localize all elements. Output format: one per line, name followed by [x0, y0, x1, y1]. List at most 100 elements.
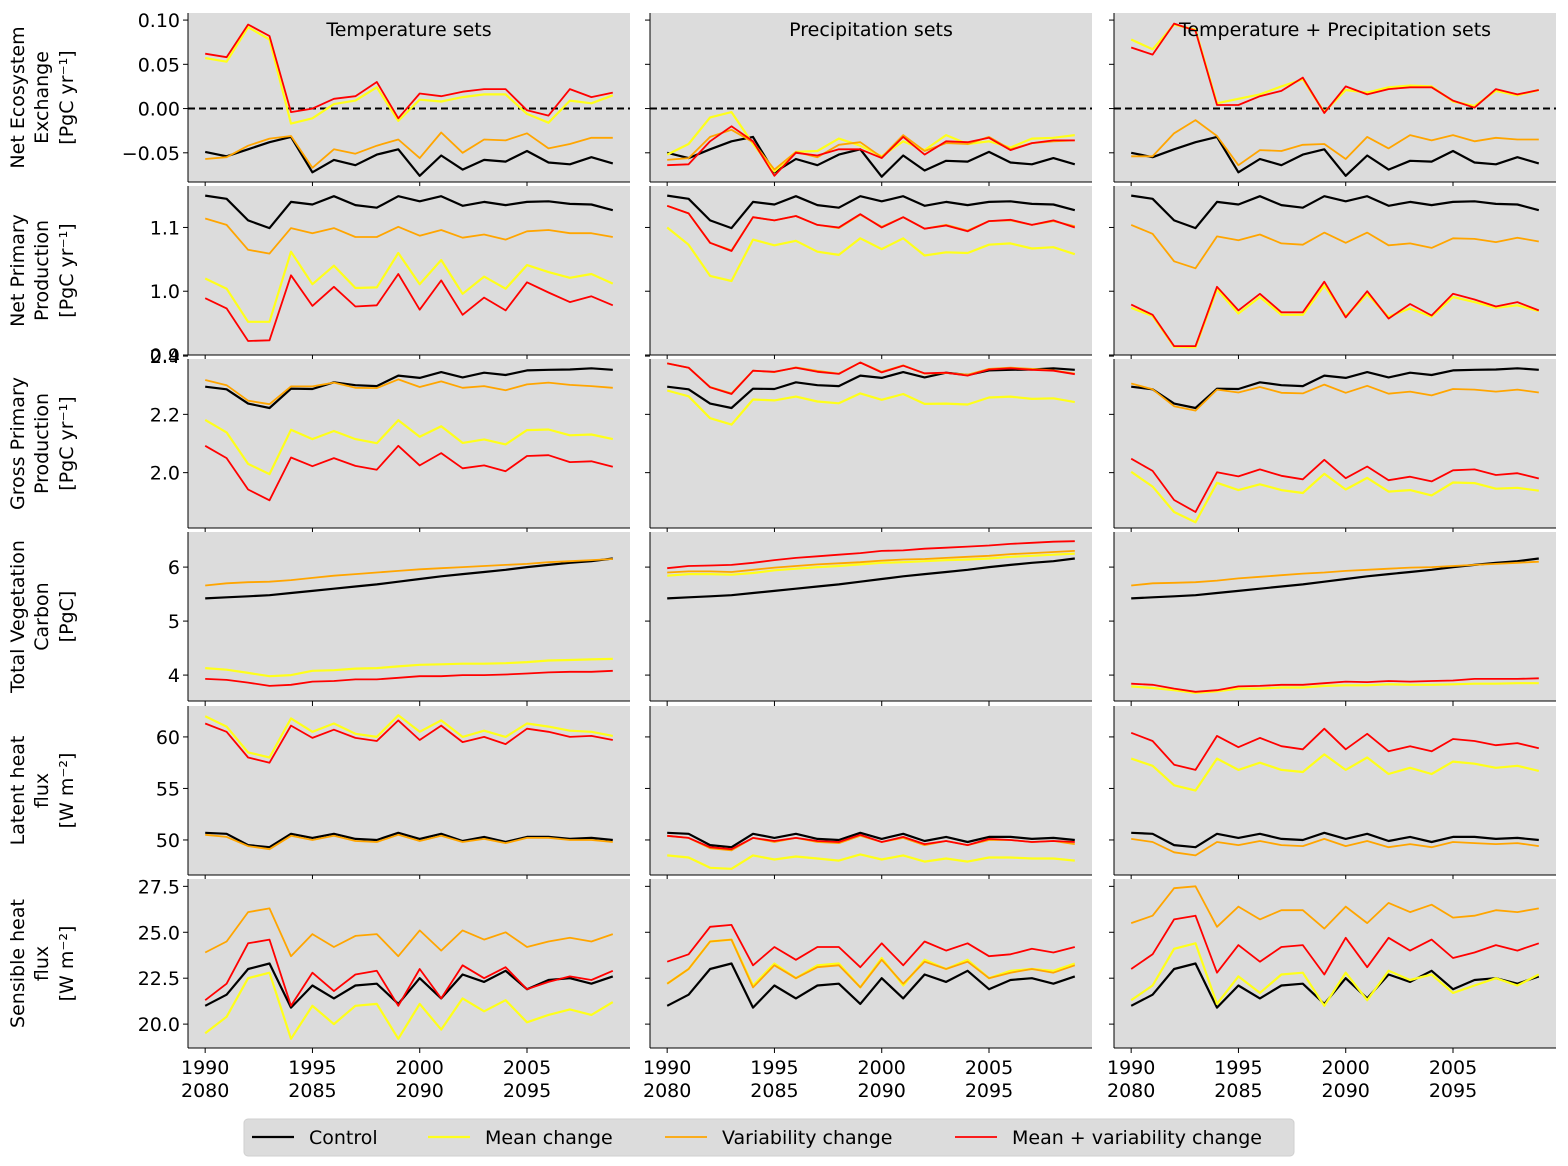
- series-lines: [205, 557, 613, 687]
- series-mean: [666, 389, 1075, 426]
- panel-r4-c3: [1109, 532, 1556, 706]
- series-control: [204, 135, 614, 177]
- x-tick-label-1: 1990: [643, 1057, 691, 1079]
- series-both: [667, 125, 1075, 177]
- panel-background: [1114, 359, 1556, 528]
- series-mean: [1130, 942, 1540, 1007]
- series-both: [205, 23, 613, 120]
- x-tick-label-2: 2095: [965, 1080, 1013, 1102]
- series-mean: [205, 26, 614, 125]
- series-control: [205, 194, 614, 230]
- series-lines: [1130, 22, 1540, 177]
- row-ylabel-line: Sensible heat: [7, 899, 29, 1028]
- panel-background: [650, 359, 1092, 528]
- legend-label: Variability change: [722, 1127, 892, 1149]
- row-ylabel-line: [PgC]: [56, 591, 78, 643]
- legend-item-control: Control: [252, 1127, 378, 1149]
- legend-label: Control: [309, 1127, 378, 1149]
- series-variability: [1131, 838, 1539, 857]
- series-lines: [204, 23, 614, 177]
- legend-item-both: Mean + variability change: [955, 1127, 1262, 1149]
- y-tick-label: 2.4: [150, 346, 180, 368]
- row-ylabel-line: [W m⁻²]: [56, 926, 78, 1002]
- row-ylabel-line: Gross Primary: [7, 377, 29, 510]
- series-mean: [204, 418, 614, 476]
- series-variability: [204, 378, 613, 406]
- panel-background: [188, 532, 630, 701]
- column-title: Precipitation sets: [789, 19, 953, 41]
- row-ylabel-line: flux: [31, 946, 53, 981]
- series-control: [205, 557, 613, 600]
- series-variability: [1130, 382, 1539, 412]
- row-ylabel-line: flux: [31, 773, 53, 808]
- row-ylabel-line: Net Ecosystem: [7, 26, 29, 168]
- panel-r2-c2: [645, 186, 1092, 360]
- column-title: Temperature + Precipitation sets: [1178, 19, 1491, 41]
- series-control: [1131, 194, 1540, 230]
- panel-r4-c1: 6 5 4: [168, 532, 630, 706]
- series-control: [667, 831, 1075, 849]
- panel-background: [188, 13, 630, 182]
- panel-background: [1114, 13, 1556, 182]
- series-control: [667, 557, 1075, 600]
- legend-item-variability: Variability change: [665, 1127, 892, 1149]
- series-mean: [204, 714, 614, 759]
- panel-r1-c1: 0.10 0.05 0.00 −0.05 Temperature sets: [122, 10, 630, 187]
- legend: Control Mean change Variability change Mean…: [243, 1118, 1295, 1157]
- x-tick-label-2: 2080: [1107, 1080, 1155, 1102]
- x-tick-label-1: 1995: [750, 1057, 798, 1079]
- panel-r1-c2: Precipitation sets: [645, 13, 1092, 187]
- row-ylabel-line: Production: [31, 220, 53, 321]
- x-tick-label-2: 2095: [503, 1080, 551, 1102]
- series-mean: [1130, 753, 1540, 792]
- row-ylabel-line: Latent heat: [7, 736, 29, 846]
- series-control: [1130, 135, 1540, 177]
- series-lines: [666, 110, 1076, 178]
- y-tick-label: 25.0: [138, 922, 180, 944]
- panel-r3-c3: [1109, 355, 1556, 533]
- legend-item-mean: Mean change: [428, 1127, 613, 1149]
- x-tick-label-1: 2005: [965, 1057, 1013, 1079]
- row-ylabel-line: Production: [31, 393, 53, 494]
- series-variability: [666, 938, 1076, 989]
- y-tick-label: 1.1: [150, 217, 180, 239]
- series-mean: [204, 971, 614, 1040]
- row-ylabel-line: [PgC yr⁻¹]: [56, 223, 78, 317]
- x-tick-label-2: 2095: [1429, 1080, 1477, 1102]
- panel-r1-c3: Temperature + Precipitation sets: [1109, 13, 1556, 187]
- series-variability: [204, 217, 613, 255]
- x-tick-label-2: 2085: [750, 1080, 798, 1102]
- series-variability: [1130, 885, 1539, 930]
- row-ylabel-line: Exchange: [31, 51, 53, 144]
- y-tick-label: 0.00: [138, 99, 180, 121]
- row-ylabel-line: [W m⁻²]: [56, 753, 78, 829]
- series-both: [1130, 457, 1540, 513]
- series-mean: [204, 250, 614, 323]
- series-both: [204, 938, 614, 1007]
- y-tick-label: 20.0: [138, 1014, 180, 1036]
- legend-label: Mean change: [485, 1127, 613, 1149]
- x-tick-label-1: 2005: [1429, 1057, 1477, 1079]
- series-both: [1131, 677, 1539, 693]
- series-variability: [1131, 560, 1539, 587]
- row-ylabel-line: Carbon: [31, 582, 53, 650]
- series-both: [666, 924, 1076, 969]
- row-ylabel-line: [PgC yr⁻¹]: [56, 50, 78, 144]
- series-lines: [666, 361, 1075, 426]
- panel-background: [1114, 186, 1556, 355]
- panel-r5-c2: [645, 706, 1092, 880]
- panel-background: [1114, 879, 1556, 1048]
- series-control: [204, 962, 614, 1009]
- x-tick-label-2: 2080: [181, 1080, 229, 1102]
- row-ylabel-line: Total Vegetation: [7, 540, 29, 694]
- legend-label: Mean + variability change: [1012, 1127, 1262, 1149]
- series-both: [1130, 22, 1539, 114]
- y-tick-label: 0.05: [138, 54, 180, 76]
- x-tick-label-1: 1990: [1107, 1057, 1155, 1079]
- panel-r2-c1: 1.1 1.0 0.9: [150, 186, 630, 367]
- x-tick-label-1: 1995: [1214, 1057, 1262, 1079]
- series-lines: [1131, 557, 1539, 695]
- series-mean: [667, 853, 1075, 870]
